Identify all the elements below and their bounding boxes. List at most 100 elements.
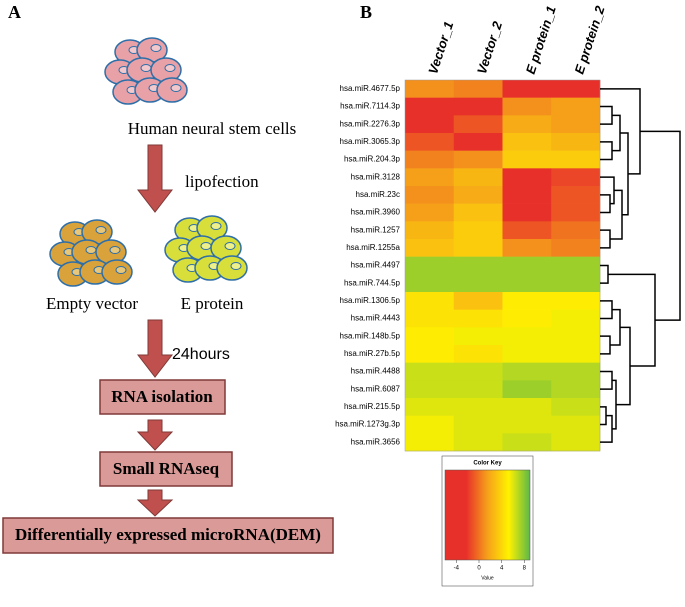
heat-cell (502, 309, 552, 328)
heat-cell (405, 221, 455, 240)
dendrogram-branch (600, 264, 609, 284)
heat-cell (453, 186, 503, 204)
heat-cell (405, 433, 455, 452)
row-label: hsa.miR.4677.5p (340, 84, 401, 93)
heat-cell (453, 115, 503, 134)
heat-cell (551, 186, 601, 204)
heat-cell (453, 415, 503, 434)
heat-cell (405, 309, 455, 328)
heat-cell (502, 221, 552, 240)
heat-cell (405, 80, 455, 98)
heat-cell (453, 292, 503, 310)
row-label: hsa.miR.7114.3p (340, 102, 400, 111)
arrow (136, 319, 174, 378)
color-key-bar (444, 469, 531, 561)
heat-cell (502, 380, 552, 399)
heat-cell (551, 115, 601, 134)
row-label: hsa.miR.148b.5p (340, 331, 401, 340)
heat-cell (551, 97, 601, 116)
arrow (136, 419, 174, 451)
arrow (136, 144, 174, 213)
heat-cell (405, 150, 455, 169)
heat-cell (502, 274, 552, 293)
tick-label: 8 (523, 566, 527, 572)
heat-cell (502, 80, 552, 98)
heat-cell (551, 80, 601, 98)
nucleus (85, 246, 97, 254)
heat-cell (551, 345, 601, 363)
dendrogram-branch (600, 229, 611, 249)
heat-cell (405, 415, 455, 434)
column-label: Vector_2 (474, 19, 505, 76)
column-label: Vector_1 (425, 20, 456, 76)
nucleus (170, 84, 182, 92)
heat-cell (453, 133, 503, 151)
heat-cell (551, 221, 601, 240)
heat-cell (551, 415, 601, 434)
row-label: hsa.miR.1255a (346, 243, 400, 252)
heat-cell (502, 362, 552, 381)
row-label: hsa.miR.4497 (351, 261, 401, 270)
heat-cell (453, 380, 503, 399)
heat-cell (551, 239, 601, 257)
heat-cell (453, 203, 503, 222)
heat-cell (405, 398, 455, 416)
nucleus (140, 64, 152, 72)
tick-label: 0 (477, 566, 481, 572)
heat-cell (453, 398, 503, 416)
arrow (136, 489, 174, 517)
heat-cell (453, 239, 503, 257)
arrows (136, 144, 174, 517)
group-label: Empty vector (46, 294, 138, 313)
dendrogram-branch (600, 141, 613, 161)
nucleus (224, 242, 236, 250)
row-label: hsa.miR.2276.3p (340, 119, 401, 128)
box-label: Differentially expressed microRNA(DEM) (15, 525, 321, 544)
row-label: hsa.miR.3656 (351, 437, 401, 446)
row-label: hsa.miR.4488 (351, 367, 401, 376)
row-label: hsa.miR.3128 (351, 172, 401, 181)
nucleus (109, 246, 121, 254)
heat-cell (405, 186, 455, 204)
box (99, 379, 226, 415)
heat-cell (502, 115, 552, 134)
row-label: hsa.miR.6087 (351, 384, 401, 393)
nucleus (210, 222, 222, 230)
heat-cell (551, 256, 601, 275)
heat-cell (405, 327, 455, 346)
row-label: hsa.miR.23c (356, 190, 400, 199)
heat-cell (405, 133, 455, 151)
heat-cell (502, 433, 552, 452)
heat-cell (551, 292, 601, 310)
heat-cell (551, 362, 601, 381)
heat-cell (502, 186, 552, 204)
nucleus (200, 242, 212, 250)
row-label: hsa.miR.1273g.3p (335, 420, 400, 429)
column-label: E protein_1 (523, 4, 559, 76)
heat-cell (405, 380, 455, 399)
heat-cell (502, 345, 552, 363)
column-label: E protein_2 (571, 3, 607, 76)
heat-cell (453, 362, 503, 381)
process-boxes (2, 379, 334, 554)
heat-cell (453, 256, 503, 275)
nucleus (95, 226, 107, 234)
heat-cell (502, 203, 552, 222)
dendrogram-branch (620, 132, 629, 216)
nucleus (115, 266, 127, 274)
row-label: hsa.miR.744.5p (344, 278, 401, 287)
cell-illustrations (49, 37, 248, 287)
heat-cell (502, 97, 552, 116)
panel-label: A (8, 2, 21, 22)
heat-cell (453, 150, 503, 169)
dendrogram-branch (600, 335, 611, 355)
heat-cell (551, 168, 601, 187)
heat-cell (551, 150, 601, 169)
dendrogram-branch (612, 114, 621, 152)
color-key-xlabel: Value (481, 575, 494, 581)
heat-cell (502, 150, 552, 169)
dendrogram-branch (608, 273, 656, 367)
color-key: Color Key -4 0 4 8 Value (441, 455, 534, 587)
heat-cell (551, 433, 601, 452)
